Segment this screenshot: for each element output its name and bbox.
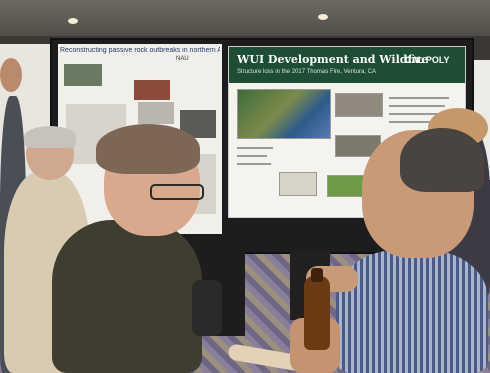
wui-poster-header xyxy=(229,47,465,83)
poster-text-line xyxy=(389,121,441,123)
poster-text-line xyxy=(237,155,267,157)
bottle-neck xyxy=(311,268,323,282)
poster-photo xyxy=(64,64,102,86)
poster-text-line xyxy=(389,105,445,107)
beer-bottle xyxy=(304,276,330,350)
woman-hair xyxy=(96,124,200,174)
woman-sweater xyxy=(52,220,202,373)
man-striped-shirt xyxy=(336,250,488,373)
left-poster-logo: NAU xyxy=(176,56,189,62)
cal-poly-logo: CAL POLY xyxy=(405,55,450,65)
aerial-photo xyxy=(335,93,383,117)
poster-text-line xyxy=(389,97,449,99)
poster-figure xyxy=(138,102,174,124)
attendee-head xyxy=(0,58,22,92)
left-poster-title: Reconstructing passive rock outbreaks in… xyxy=(60,47,220,54)
poster-text-line xyxy=(237,163,271,165)
chart-figure xyxy=(279,172,317,196)
ceiling-light xyxy=(68,18,78,24)
gray-hair xyxy=(24,126,76,148)
wui-poster-title: WUI Development and Wildfire xyxy=(237,53,429,66)
satellite-map xyxy=(237,89,331,139)
poster-text-line xyxy=(389,113,447,115)
wui-poster-subtitle: Structure loss in the 2017 Thomas Fire, … xyxy=(237,69,376,75)
eyeglasses xyxy=(150,184,204,200)
ceiling xyxy=(0,0,490,40)
poster-figure xyxy=(134,80,170,100)
handbag xyxy=(192,280,222,336)
ceiling-light xyxy=(318,14,328,20)
poster-text-line xyxy=(237,147,273,149)
man-hair xyxy=(400,128,484,192)
